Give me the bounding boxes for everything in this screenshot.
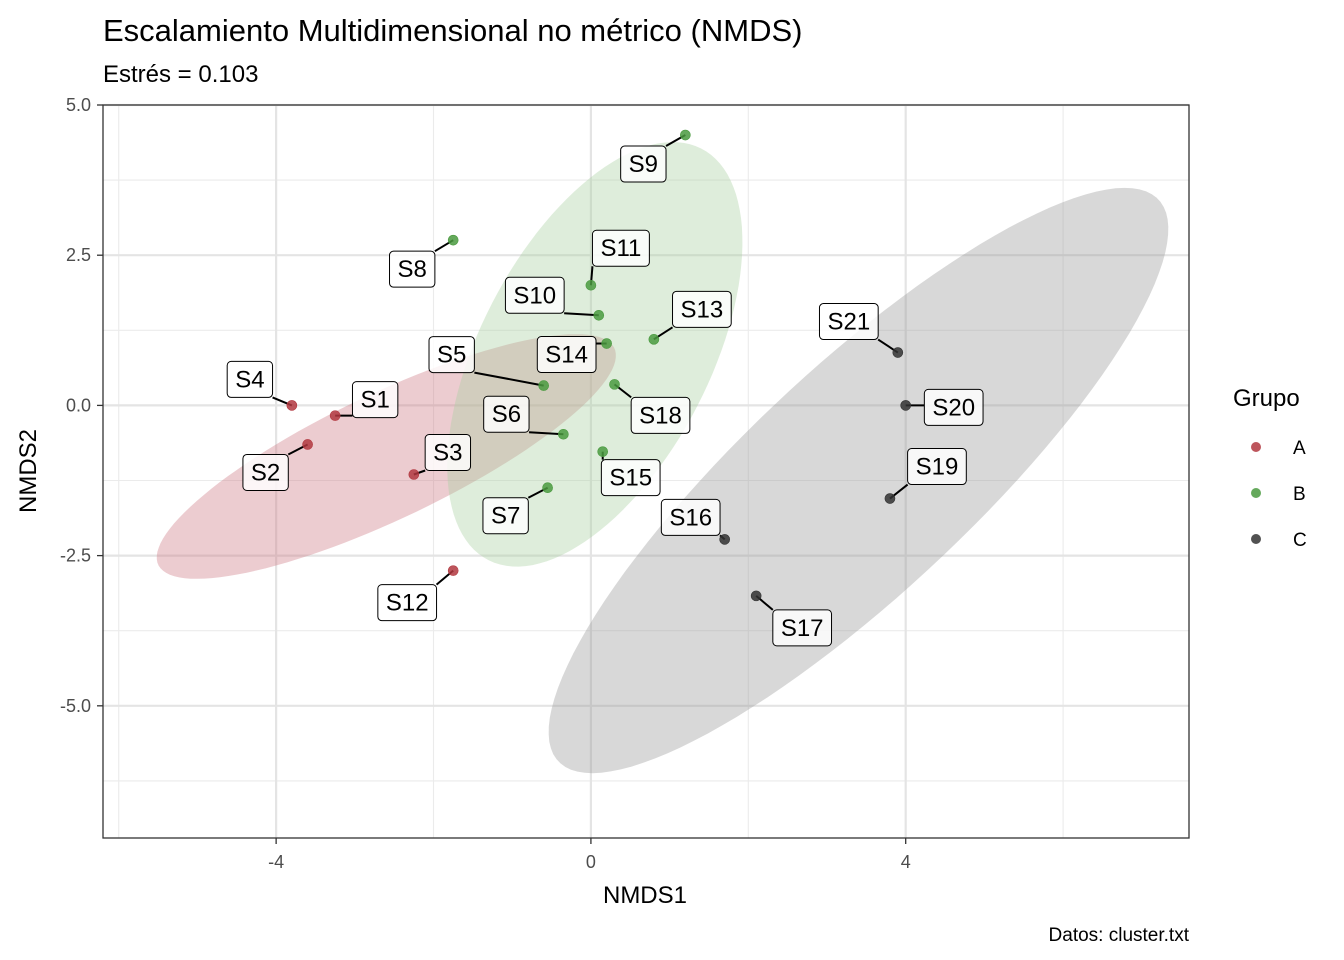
legend-key-c [1251,534,1261,544]
label-box [660,498,721,536]
legend-title: Grupo [1233,385,1300,412]
label-box [226,360,274,398]
legend-label: A [1293,438,1306,459]
legend: Grupo A B C [1233,385,1307,551]
point-label: S2 [251,459,280,486]
point-label: S14 [545,342,588,369]
label-box [504,276,565,314]
data-point-s11 [585,279,597,291]
point-label: S20 [932,394,975,421]
point-label: S21 [827,309,870,336]
point-label: S5 [437,342,466,369]
point-label: S18 [639,402,682,429]
point-label: S11 [600,235,641,262]
y-axis-title: NMDS2 [15,429,42,513]
chart-title: Escalamiento Multidimensional no métrico… [103,13,802,48]
label-box [242,453,289,491]
label-box [818,303,879,341]
y-tick-label: -5.0 [60,696,91,716]
chart-caption: Datos: cluster.txt [1049,925,1190,946]
data-point-s3 [408,469,420,480]
data-point-s15 [597,446,609,457]
data-point-s2 [302,439,313,450]
point-label: S12 [386,590,429,617]
point-label: S9 [629,151,658,178]
label-box [923,388,984,426]
data-point-s9 [680,129,691,141]
label-leader [474,371,544,387]
label-box [536,336,597,374]
label-leader [564,312,599,317]
x-tick-label: 0 [586,852,596,872]
point-label: S1 [360,387,389,414]
point-label: S16 [669,504,712,531]
points [286,129,911,602]
data-point-s21 [892,347,904,358]
legend-key-b [1251,488,1261,498]
ellipse-group-c [548,187,1169,774]
legend-label: B [1293,484,1306,505]
label-leader [528,431,564,436]
chart-subtitle: Estrés = 0.103 [103,61,258,88]
point-label: S19 [916,454,959,481]
data-point-s5 [538,380,549,391]
label-box [424,434,472,472]
label-box [600,459,661,497]
y-tick-label: 0.0 [66,395,91,415]
data-point-s17 [750,590,762,602]
data-point-s10 [593,309,605,321]
label-box [428,336,475,374]
data-point-s8 [447,234,459,246]
label-box [772,609,833,647]
label-box [591,229,650,267]
x-tick-label: 4 [901,852,911,872]
plot-panel: S1 S2 S3 S4 S12 S5 S6 S7 S8 S9 S10 S11 S13 S14 S15 S18 S… [60,95,1190,872]
data-point-s14 [601,338,612,349]
point-label: S6 [492,401,521,428]
label-box [483,395,530,433]
point-label: S8 [398,256,427,283]
x-axis-title: NMDS1 [603,882,687,909]
data-point-s16 [719,534,730,545]
point-label: S15 [609,465,652,492]
x-tick-label: -4 [268,852,284,872]
point-label: S3 [433,440,462,467]
legend-label: C [1293,530,1307,551]
label-box [672,290,732,328]
label-box [620,145,667,183]
axes: -4 0 4 5.0 2.5 0.0 -2.5 -5.0 [60,95,911,872]
label-box [351,381,399,419]
ellipse-group-a [156,334,616,579]
y-tick-label: 2.5 [66,245,91,265]
data-point-s20 [900,400,911,411]
point-label: S13 [681,296,724,323]
label-box [389,250,436,288]
point-label: S17 [781,615,824,642]
data-point-s19 [884,493,896,504]
data-point-s4 [286,400,298,411]
data-point-s6 [558,428,569,440]
point-label: S10 [513,282,556,309]
point-labels: S1 S2 S3 S4 S12 S5 S6 S7 S8 S9 S10 S11 S13 S14 S15 S18 S… [226,134,984,647]
data-point-s7 [542,482,553,494]
data-point-s12 [447,565,459,576]
y-tick-label: 5.0 [66,95,91,115]
data-point-s13 [648,334,660,345]
label-box [482,497,529,535]
label-box [377,584,438,622]
panel-border [102,104,1190,839]
data-point-s1 [329,410,341,421]
legend-key-a [1251,442,1261,452]
point-label: S7 [491,503,520,530]
data-point-s18 [609,379,620,390]
label-box [907,448,967,486]
label-box [630,396,691,434]
y-tick-label: -2.5 [60,546,91,566]
point-label: S4 [235,366,264,393]
